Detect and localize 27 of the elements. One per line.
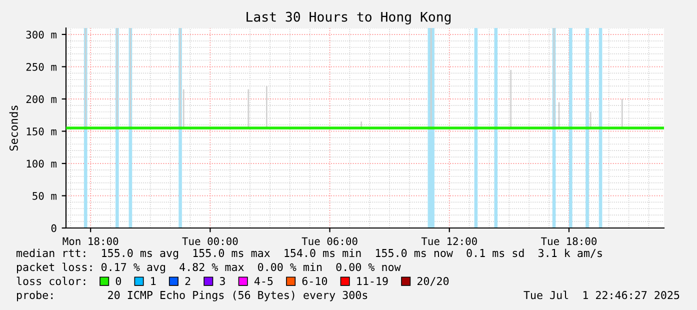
y-axis-title: Seconds — [9, 106, 18, 151]
chart-title: Last 30 Hours to Hong Kong — [246, 12, 451, 24]
legend-title: loss color: — [16, 276, 86, 286]
y-tick-label: 0 — [51, 224, 56, 232]
text: packet loss: 0.17 % avg 4.82 % max 0.00 % min 0.00 % now — [17, 262, 401, 274]
text: Tue Jul 1 22:46:27 2025 — [524, 290, 680, 300]
legend-label: 20/20 — [417, 276, 449, 286]
legend-label: 11-19 — [357, 276, 388, 286]
y-tick-label: 100 m — [26, 160, 56, 168]
legend-label: 3 — [220, 276, 225, 286]
x-tick-label: Mon 18:00 — [62, 237, 118, 246]
text: probe: 20 ICMP Echo Pings (56 Bytes) every 300s — [17, 290, 368, 302]
legend-label: 2 — [185, 276, 190, 286]
x-tick-label: Tue 06:00 — [302, 237, 358, 246]
y-tick-label: 150 m — [26, 127, 56, 136]
y-tick-label: 200 m — [26, 95, 56, 104]
legend-label: 0 — [116, 276, 121, 286]
legend-label: 6-10 — [302, 276, 328, 286]
y-tick-label: 50 m — [32, 192, 56, 200]
x-tick-label: Tue 18:00 — [541, 237, 597, 246]
y-tick-label: 250 m — [26, 62, 56, 71]
legend-label: 1 — [151, 277, 156, 286]
y-tick-label: 300 m — [26, 30, 56, 39]
legend-label: 4-5 — [254, 277, 273, 286]
x-tick-label: Tue 00:00 — [182, 237, 238, 246]
x-tick-label: Tue 12:00 — [421, 237, 477, 246]
text: median rtt: 155.0 ms avg 155.0 ms max 154.0 ms min 155.0 ms now 0.1 ms sd 3.1 k am/s — [16, 248, 602, 260]
